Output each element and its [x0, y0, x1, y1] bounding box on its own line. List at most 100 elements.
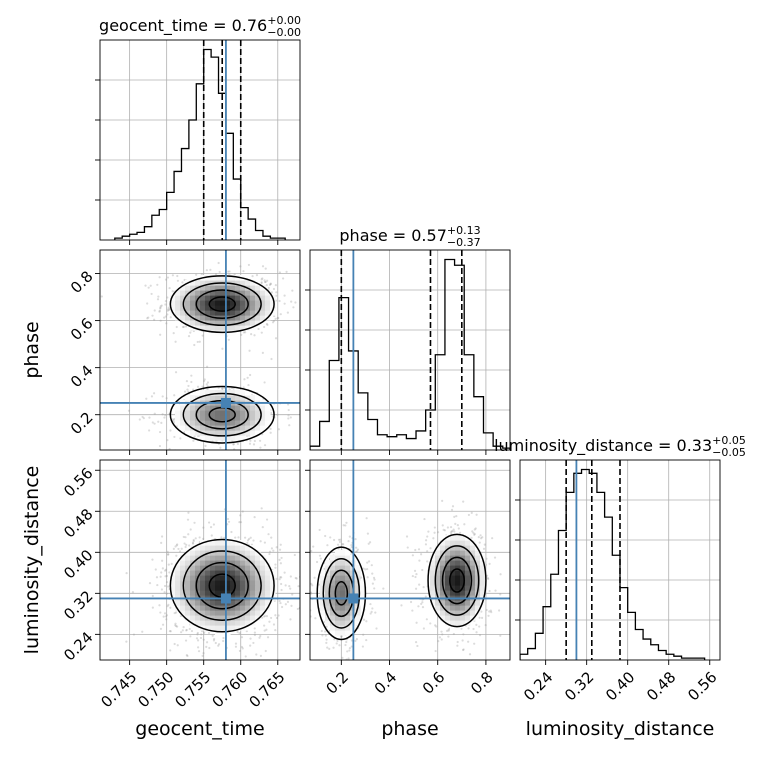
ld-vs-geocent-density-cell — [210, 585, 216, 591]
phase-vs-geocent-sample-point — [187, 384, 190, 388]
ld-vs-geocent-sample-point — [307, 587, 309, 589]
phase-vs-geocent-sample-point — [173, 435, 176, 439]
phase-vs-geocent-sample-point — [164, 414, 167, 417]
phase-vs-geocent-sample-point — [173, 394, 176, 397]
phase-vs-geocent-density-cell — [205, 425, 211, 431]
ld-vs-geocent-sample-point — [173, 642, 176, 646]
ld-vs-geocent-sample-point — [239, 521, 243, 524]
phase-vs-geocent-sample-point — [257, 327, 260, 331]
ld-vs-phase-density-cell — [465, 570, 471, 576]
ld-vs-geocent-sample-point — [268, 552, 271, 556]
ld-vs-phase-sample-point — [415, 621, 418, 624]
phase-vs-geocent-sample-point — [253, 334, 256, 337]
phase-vs-geocent-sample-point — [200, 273, 203, 276]
ld-vs-phase-sample-point — [459, 670, 461, 672]
ld-vs-geocent-xtick-label-2: 0.755 — [171, 668, 214, 711]
ld-vs-phase-density-cell — [325, 585, 331, 591]
phase-vs-geocent-density-cell — [265, 410, 271, 416]
ld-vs-geocent-sample-point — [241, 647, 244, 650]
ld-vs-geocent-sample-point — [266, 636, 270, 639]
ld-vs-phase-density-cell — [335, 555, 341, 561]
phase-vs-geocent-sample-point — [266, 323, 269, 327]
ld-vs-geocent-sample-point — [289, 618, 292, 621]
ld-vs-phase-xtick-label-1: 0.4 — [371, 668, 401, 698]
ld-vs-phase-sample-point — [434, 649, 437, 653]
ld-vs-geocent-sample-point — [199, 636, 203, 640]
ld-vs-geocent-density-cell — [180, 575, 186, 581]
ld-vs-phase-density-cell — [330, 630, 336, 636]
phase-vs-geocent-density-cell — [255, 405, 261, 411]
phase-vs-geocent-density-cell — [220, 395, 226, 401]
phase-vs-geocent-density-cell — [270, 310, 276, 316]
ld-vs-geocent-sample-point — [176, 644, 179, 647]
ld-vs-geocent-contour-0-1 — [195, 561, 249, 610]
ld-vs-geocent-density-cell — [170, 585, 176, 591]
phase-vs-geocent-density-cell — [260, 300, 266, 306]
phase-vs-geocent-sample-point — [277, 428, 281, 431]
phase-vs-geocent-sample-point — [311, 305, 313, 307]
ld-vs-phase-sample-point — [423, 517, 426, 521]
ld-vs-phase-sample-point — [306, 620, 308, 622]
phase-vs-geocent-density-cell — [210, 390, 216, 396]
phase-vs-geocent-sample-point — [165, 397, 168, 400]
phase-vs-geocent-sample-point — [148, 416, 151, 419]
ld-vs-phase-sample-point — [440, 638, 443, 641]
ld-vs-phase-sample-point — [461, 639, 464, 642]
phase-vs-geocent-density-cell — [225, 310, 231, 316]
ld-vs-geocent-density-cell — [190, 600, 196, 606]
phase-vs-geocent-density-cell — [230, 280, 236, 286]
ld-vs-geocent-sample-point — [164, 575, 167, 578]
ld-vs-phase-sample-point — [478, 541, 481, 544]
ld-vs-geocent-sample-point — [289, 575, 292, 578]
phase-vs-geocent-density-cell — [200, 420, 206, 426]
ld-vs-phase-sample-point — [460, 627, 463, 630]
phase-vs-geocent-density-cell — [255, 305, 261, 311]
ld-vs-phase-density-cell — [455, 610, 461, 616]
phase-vs-geocent-sample-point — [286, 311, 289, 314]
phase-vs-geocent-density-cell — [265, 295, 271, 301]
phase-vs-geocent-density-cell — [175, 300, 181, 306]
ld-vs-geocent-density-cell — [205, 580, 211, 586]
ld-vs-phase-density-cell — [440, 600, 446, 606]
ld-vs-phase-density-cell — [460, 600, 466, 606]
phase-vs-geocent-density-cell — [195, 295, 201, 301]
phase-vs-geocent-density-cell — [230, 415, 236, 421]
ld-vs-phase-density-cell — [460, 580, 466, 586]
ld-vs-phase-sample-point — [424, 543, 428, 546]
ld-vs-phase-sample-point — [362, 633, 365, 636]
ld-vs-geocent-density-cell — [225, 630, 231, 636]
phase-vs-geocent-sample-point — [260, 282, 263, 285]
phase-vs-geocent-density-cell — [185, 315, 191, 321]
phase-vs-geocent-sample-point — [147, 286, 150, 289]
ld-vs-geocent-sample-point — [131, 591, 135, 594]
phase-vs-geocent-density-cell — [185, 290, 191, 296]
ld-vs-phase-density-cell — [470, 615, 476, 621]
ld-vs-geocent-sample-point — [161, 567, 164, 570]
ld-vs-geocent-density-cell — [260, 610, 266, 616]
ld-vs-geocent-density-cell — [255, 560, 261, 566]
ld-vs-geocent-sample-point — [167, 603, 170, 606]
ld-vs-phase-density-cell — [430, 565, 436, 571]
ld-vs-phase-density-cell — [325, 570, 331, 576]
ld-vs-phase-density-cell — [470, 570, 476, 576]
phase-vs-geocent-sample-point — [138, 418, 141, 421]
ld-vs-phase-density-cell — [335, 630, 341, 636]
phase-vs-geocent-density-cell — [240, 410, 246, 416]
phase-vs-geocent-sample-point — [272, 287, 276, 291]
ld-vs-phase-sample-point — [362, 618, 366, 621]
phase-vs-geocent-density-cell — [230, 285, 236, 291]
phase-vs-geocent-density-cell — [200, 280, 206, 286]
ld-vs-phase-sample-point — [366, 576, 369, 579]
ld-vs-geocent-density-cell — [200, 565, 206, 571]
ld-vs-geocent-plot-area — [100, 460, 309, 660]
ld-vs-geocent-density-cell — [205, 625, 211, 631]
ld-vs-geocent-density-cell — [260, 590, 266, 596]
ld-vs-geocent-density-cell — [215, 570, 221, 576]
ld-vs-phase-sample-point — [348, 649, 351, 652]
ld-vs-geocent-sample-point — [268, 620, 271, 623]
ld-vs-phase-sample-point — [367, 560, 371, 563]
ld-vs-phase-sample-point — [477, 536, 480, 539]
phase-vs-geocent-sample-point — [279, 313, 282, 316]
phase-vs-geocent-density-cell — [225, 410, 231, 416]
ld-vs-geocent-sample-point — [168, 571, 171, 574]
